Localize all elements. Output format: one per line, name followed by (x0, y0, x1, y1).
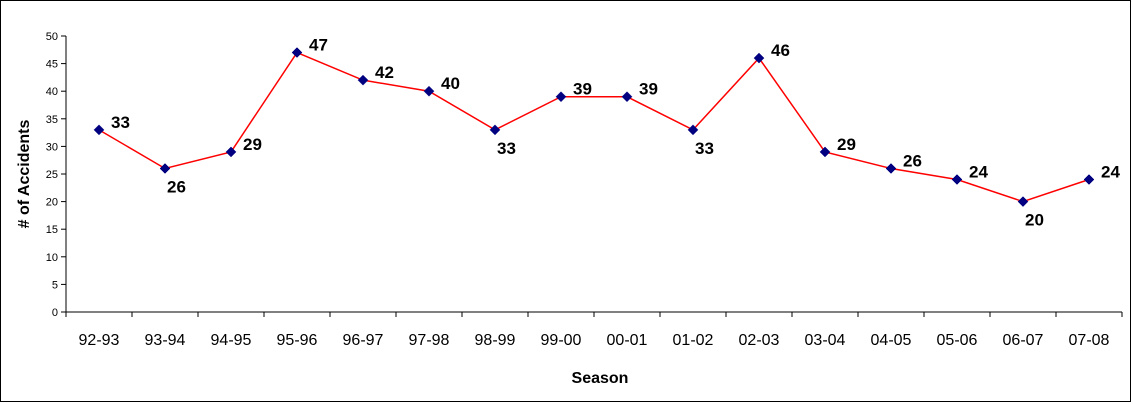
x-tick-label: 97-98 (409, 332, 450, 349)
y-tick-label: 20 (46, 197, 58, 209)
data-point-marker (93, 124, 105, 136)
x-tick-label: 01-02 (673, 332, 714, 349)
x-tick-label: 95-96 (277, 332, 318, 349)
x-tick-label: 07-08 (1069, 332, 1110, 349)
y-tick-label: 0 (52, 307, 58, 319)
y-tick-label: 25 (46, 169, 58, 181)
y-tick-label: 35 (46, 114, 58, 126)
data-label: 29 (837, 135, 856, 154)
x-tick-label: 06-07 (1003, 332, 1044, 349)
data-point-marker (1017, 196, 1029, 207)
x-tick-label: 03-04 (805, 332, 846, 349)
x-tick-label: 05-06 (937, 332, 978, 349)
data-point-marker (687, 124, 699, 136)
data-point-marker (951, 174, 963, 185)
data-point-marker (1083, 174, 1095, 185)
data-point-marker (159, 163, 171, 174)
data-label: 39 (639, 80, 658, 99)
plot-area: 0 5 10 15 20 25 30 35 40 45 50 92-93 93-94 94-95 95-96… (46, 31, 1123, 349)
x-tick-label: 00-01 (607, 332, 648, 349)
data-label: 24 (969, 163, 988, 182)
data-point-marker (291, 47, 303, 58)
x-tick-label: 98-99 (475, 332, 516, 349)
x-tick-label: 92-93 (79, 332, 120, 349)
y-axis-title: # of Accidents (16, 120, 33, 229)
x-tick-label: 02-03 (739, 332, 780, 349)
x-tick-label: 93-94 (145, 332, 186, 349)
data-point-marker (621, 91, 633, 103)
x-tick-label: 99-00 (541, 332, 582, 349)
data-label: 33 (497, 139, 516, 158)
y-tick-label: 45 (46, 59, 58, 71)
data-label: 26 (903, 151, 922, 170)
data-point-marker (555, 91, 567, 103)
data-point-marker (753, 52, 765, 64)
series-line (98, 51, 1090, 203)
x-tick-label: 94-95 (211, 332, 252, 349)
data-label: 40 (441, 74, 460, 93)
data-label: 24 (1101, 163, 1120, 182)
y-tick-label: 40 (46, 86, 58, 98)
y-tick-label: 10 (46, 252, 58, 264)
y-tick-label: 5 (52, 279, 58, 291)
data-point-marker (225, 146, 237, 158)
y-tick-label: 30 (46, 141, 58, 153)
y-tick-label: 50 (46, 31, 58, 43)
data-label: 39 (573, 80, 592, 99)
y-tick-label: 15 (46, 224, 58, 236)
data-label: 33 (695, 139, 714, 158)
data-point-marker (423, 85, 435, 97)
data-label: 42 (375, 63, 394, 82)
data-point-marker (819, 146, 831, 158)
data-label: 26 (167, 177, 186, 196)
x-axis-title: Season (572, 370, 629, 387)
data-point-marker (357, 74, 369, 86)
data-point-marker (885, 163, 897, 174)
data-label: 47 (309, 36, 328, 55)
x-tick-label: 04-05 (871, 332, 912, 349)
data-label: 33 (111, 113, 130, 132)
x-tick-label: 96-97 (343, 332, 384, 349)
data-label: 46 (771, 41, 790, 60)
data-label: 20 (1025, 211, 1044, 230)
data-label: 29 (243, 135, 262, 154)
data-point-marker (489, 124, 501, 136)
